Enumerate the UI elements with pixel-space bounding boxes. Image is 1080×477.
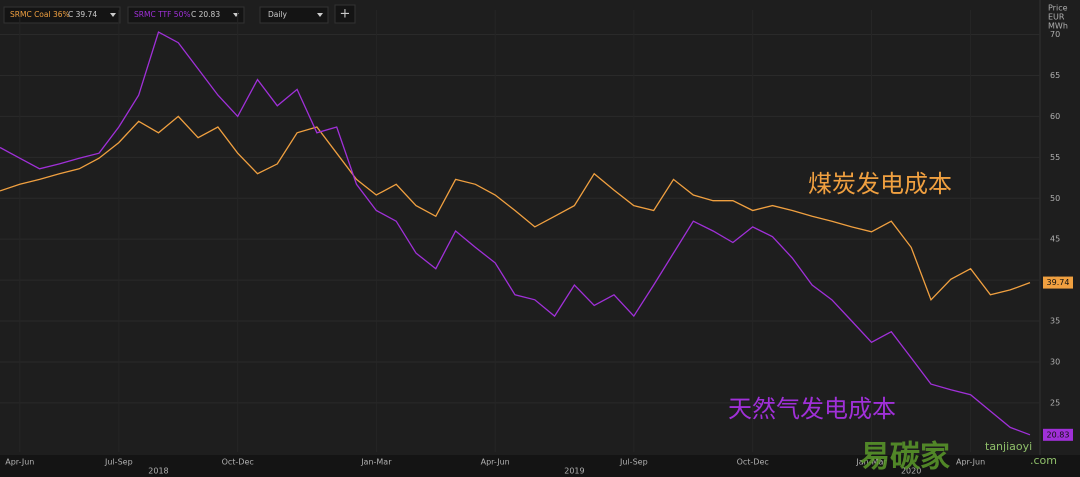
- watermark: .com: [1030, 454, 1057, 467]
- interval-selector[interactable]: [259, 6, 329, 24]
- y-tick-label: 65: [1050, 71, 1060, 80]
- x-tick-label: Jan-Mar: [855, 458, 887, 467]
- y-tick-label: 70: [1050, 30, 1060, 39]
- y-tick-label: 45: [1050, 235, 1060, 244]
- last-value-tag: 20.83: [1047, 430, 1070, 439]
- series-close: C 39.74: [68, 10, 97, 19]
- x-tick-label: Apr-Jun: [956, 458, 985, 467]
- y-tick-label: 30: [1050, 357, 1060, 366]
- y-tick-label: 35: [1050, 317, 1060, 326]
- annotation: 煤炭发电成本: [808, 170, 952, 198]
- series-line: [0, 115, 1031, 301]
- add-icon: +: [340, 7, 351, 22]
- watermark: tanjiaoyi: [985, 440, 1032, 453]
- last-value-tag-box: [1043, 276, 1073, 289]
- y-tick-label: 50: [1050, 194, 1060, 203]
- series-name: SRMC Coal 36%: [10, 10, 70, 19]
- toolbar: SRMC Coal 36% C 39.74 SRMC TTF 50% C 20.…: [3, 4, 356, 24]
- x-axis-band: [0, 455, 1080, 477]
- watermark: 易碳家: [860, 440, 950, 475]
- x-tick-label: Jan-Mar: [360, 458, 392, 467]
- year-label: 2018: [148, 467, 168, 476]
- annotation: 天然气发电成本: [728, 395, 896, 423]
- x-tick-label: Oct-Dec: [222, 458, 254, 467]
- series-name: SRMC TTF 50%: [134, 10, 190, 19]
- series-selector[interactable]: [127, 6, 245, 24]
- x-tick-label: Apr-Jun: [481, 458, 510, 467]
- x-tick-label: Jul-Sep: [619, 458, 648, 467]
- add-button[interactable]: [334, 4, 356, 24]
- year-label: 2019: [564, 467, 584, 476]
- y-axis-label: EUR: [1048, 13, 1065, 22]
- series-line: [0, 31, 1031, 436]
- series-close: C 20.83: [191, 10, 220, 19]
- last-value-tag-box: [1043, 428, 1073, 441]
- year-label: 2020: [901, 467, 921, 476]
- dropdown-arrow: [317, 13, 323, 17]
- y-axis-label: Price: [1048, 4, 1068, 13]
- y-tick-label: 55: [1050, 153, 1060, 162]
- y-axis-label: MWh: [1048, 22, 1068, 31]
- y-tick-label: 25: [1050, 398, 1060, 407]
- x-tick-label: Jul-Sep: [104, 458, 133, 467]
- x-tick-label: Oct-Dec: [737, 458, 769, 467]
- interval: Daily: [268, 10, 288, 19]
- dropdown-arrow: [110, 13, 116, 17]
- x-tick-label: Apr-Jun: [5, 458, 34, 467]
- series-selector[interactable]: [3, 6, 121, 24]
- last-value-tag: 39.74: [1047, 278, 1070, 287]
- y-tick-label: 60: [1050, 112, 1060, 121]
